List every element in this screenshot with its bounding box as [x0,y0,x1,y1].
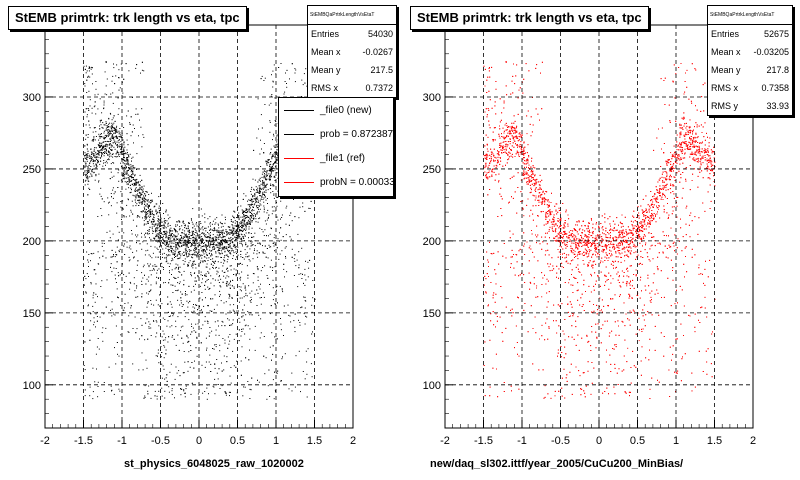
y-tick-label: 100 [23,380,41,392]
y-tick-label: 250 [23,164,41,176]
legend-entry-file1: _file1 (ref) [279,146,393,170]
x-tick-label: -1 [117,435,127,447]
x-tick-label: -0.5 [151,435,170,447]
x-tick-label: -1.5 [474,435,493,447]
left-x-caption: st_physics_6048025_raw_1020002 [124,458,304,470]
legend-entry-file0: _file0 (new) [279,98,393,122]
y-tick-label: 200 [423,236,441,248]
left-plot-title: StEMB primtrk: trk length vs eta, tpc [8,6,247,30]
right-x-caption: new/daq_sl302.ittf/year_2005/CuCu200_Min… [430,458,684,470]
x-tick-label: 2 [750,435,756,447]
right-stats-entries: Entries 52675 [711,29,789,39]
x-tick-label: 0.5 [230,435,245,447]
x-tick-label: 0 [196,435,202,447]
legend-entry-probn: probN = 0.00033 [279,170,393,194]
y-tick-label: 100 [423,380,441,392]
x-tick-label: -0.5 [551,435,570,447]
y-tick-label: 200 [23,236,41,248]
left-stats-box: StEMBQaPrtrkLengthVsEtaT Entries 54030 Me… [307,5,397,98]
legend-entry-prob: prob = 0.872387 [279,122,393,146]
x-tick-label: 2 [350,435,356,447]
grid-lines [445,25,753,428]
right-stats-meanx: Mean x -0.03205 [711,47,789,57]
plot-area-0: -2-1.5-1-0.500.511.52100150200250300350 [23,20,356,447]
plot-area-1: -2-1.5-1-0.500.511.52100150200250300350 [423,20,756,447]
legend-box: _file0 (new) prob = 0.872387 _file1 (ref… [278,97,394,197]
x-tick-label: 0.5 [630,435,645,447]
x-tick-label: -1.5 [74,435,93,447]
x-tick-label: 1.5 [707,435,722,447]
x-tick-label: 1.5 [307,435,322,447]
left-stats-name: StEMBQaPrtrkLengthVsEtaT [308,6,396,25]
left-stats-meany: Mean y 217.5 [311,65,393,75]
left-stats-entries: Entries 54030 [311,29,393,39]
scatter-points-1 [483,61,716,399]
y-tick-label: 300 [423,92,441,104]
right-stats-box: StEMBQaPrtrkLengthVsEtaT Entries 52675 Me… [707,5,793,116]
y-tick-label: 150 [23,308,41,320]
x-tick-label: -2 [440,435,450,447]
y-tick-label: 300 [23,92,41,104]
right-stats-rmsx: RMS x 0.7358 [711,83,789,93]
left-stats-rmsx: RMS x 0.7372 [311,83,393,93]
right-stats-rmsy: RMS y 33.93 [711,101,789,111]
right-plot-title: StEMB primtrk: trk length vs eta, tpc [410,6,649,30]
x-tick-label: 1 [273,435,279,447]
x-tick-label: 0 [596,435,602,447]
x-tick-label: 1 [673,435,679,447]
left-stats-meanx: Mean x -0.0267 [311,47,393,57]
y-tick-label: 250 [423,164,441,176]
y-tick-label: 150 [423,308,441,320]
grid-lines [45,25,353,428]
x-tick-label: -2 [40,435,50,447]
right-stats-meany: Mean y 217.8 [711,65,789,75]
right-stats-name: StEMBQaPrtrkLengthVsEtaT [708,6,792,25]
x-tick-label: -1 [517,435,527,447]
